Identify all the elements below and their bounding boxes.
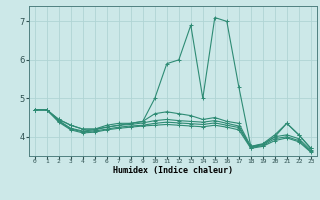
X-axis label: Humidex (Indice chaleur): Humidex (Indice chaleur) bbox=[113, 166, 233, 175]
